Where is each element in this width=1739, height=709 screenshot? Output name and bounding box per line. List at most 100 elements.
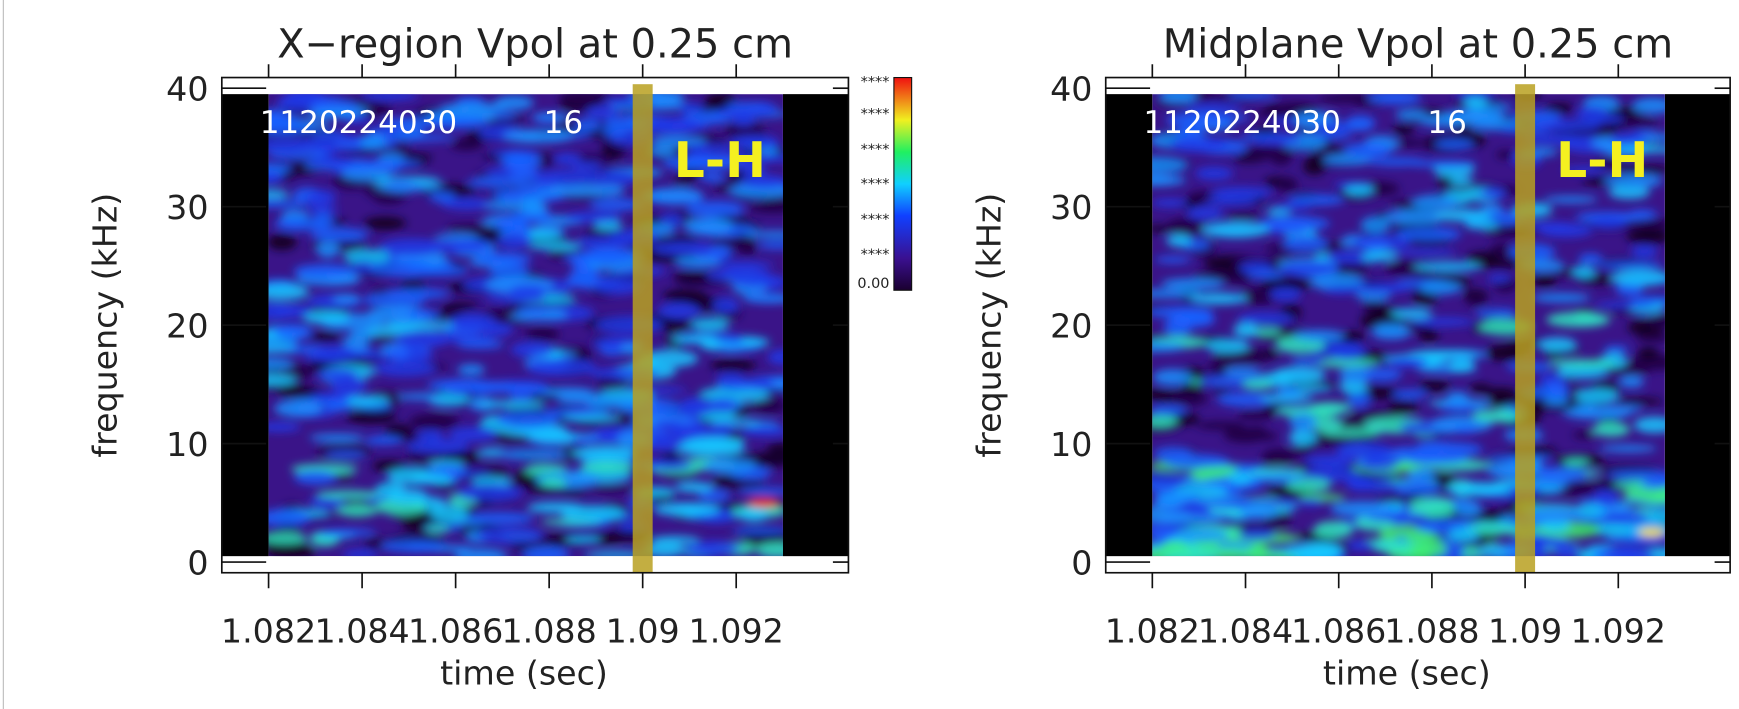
power-blob: [1163, 454, 1230, 470]
power-blob: [412, 472, 453, 485]
x-tick-label: 1.086: [408, 612, 503, 651]
power-blob: [1185, 113, 1250, 122]
power-blob: [1408, 467, 1435, 484]
power-blob: [360, 133, 386, 150]
power-blob: [1546, 312, 1611, 328]
power-blob: [595, 316, 664, 334]
power-blob: [644, 187, 704, 204]
power-blob: [1617, 145, 1665, 154]
dark-spot: [1637, 347, 1659, 360]
power-blob: [1289, 413, 1318, 431]
power-blob: [1391, 248, 1457, 256]
dark-spot: [1487, 394, 1518, 408]
shot-number: 1120224030: [1143, 105, 1340, 141]
dark-spot: [1391, 125, 1415, 135]
dark-spot: [1626, 228, 1665, 245]
power-blob: [465, 512, 535, 525]
power-blob: [528, 241, 582, 251]
power-blob: [1223, 367, 1260, 377]
power-blob: [380, 539, 446, 553]
power-blob: [323, 398, 351, 413]
power-blob: [474, 252, 532, 266]
power-blob: [690, 317, 730, 332]
power-blob: [303, 310, 350, 325]
dark-spot: [1338, 331, 1366, 343]
power-blob: [317, 368, 358, 382]
power-blob: [360, 94, 419, 101]
power-blob: [1409, 541, 1448, 557]
dark-spot: [525, 327, 560, 342]
power-blob: [375, 183, 443, 192]
dark-spot: [1532, 273, 1557, 287]
power-blob: [503, 384, 549, 395]
dark-spot: [1251, 431, 1278, 441]
y-tick-label: 10: [1050, 425, 1092, 464]
chart-title: X−region Vpol at 0.25 cm: [277, 22, 793, 68]
dark-spot: [1261, 448, 1296, 465]
power-blob: [268, 283, 309, 301]
power-blob: [1155, 256, 1192, 264]
power-blob: [440, 102, 511, 113]
power-blob: [601, 124, 628, 138]
power-blob: [757, 146, 780, 156]
power-blob: [1628, 209, 1658, 219]
power-blob: [1448, 528, 1478, 540]
power-blob: [571, 445, 638, 461]
power-blob: [657, 302, 701, 319]
power-blob: [268, 509, 311, 527]
power-blob: [1610, 133, 1647, 145]
power-blob: [312, 345, 358, 363]
power-blob: [1205, 196, 1258, 206]
power-blob: [589, 198, 645, 211]
power-blob: [341, 168, 391, 181]
dark-spot: [1271, 153, 1291, 166]
power-blob: [1595, 405, 1643, 414]
power-blob: [1479, 188, 1508, 199]
power-blob: [1157, 492, 1191, 505]
power-blob: [1434, 138, 1475, 150]
power-blob: [1287, 194, 1344, 206]
dark-spot: [1495, 150, 1517, 159]
power-blob: [639, 349, 699, 368]
power-blob: [1537, 337, 1577, 352]
power-blob: [1367, 94, 1422, 105]
power-blob: [366, 305, 432, 324]
colorbar-label: ****: [861, 212, 890, 228]
power-blob: [1599, 444, 1657, 453]
x-tick-label: 1.092: [689, 612, 784, 651]
power-blob: [1186, 206, 1224, 220]
power-blob: [1312, 358, 1380, 368]
power-blob: [683, 436, 746, 452]
power-blob: [1633, 416, 1665, 434]
power-blob: [1403, 534, 1441, 544]
power-blob: [1290, 357, 1325, 365]
dark-spot: [1318, 95, 1363, 103]
colorbar-label: ****: [861, 142, 890, 158]
power-blob: [1351, 282, 1411, 294]
power-blob: [456, 339, 505, 349]
power-blob: [497, 410, 559, 428]
dark-spot: [1240, 287, 1279, 306]
y-tick-label: 0: [187, 543, 208, 582]
power-blob: [454, 548, 508, 557]
x-tick-label: 1.086: [1291, 612, 1386, 651]
power-blob: [1408, 160, 1478, 168]
power-blob: [1322, 428, 1383, 437]
power-blob: [1175, 528, 1229, 542]
dark-spot: [1481, 387, 1517, 395]
power-blob: [1152, 156, 1188, 174]
dark-spot: [409, 413, 460, 430]
power-blob: [307, 109, 361, 119]
power-blob: [477, 400, 546, 409]
power-blob: [1480, 204, 1504, 214]
power-blob: [675, 481, 714, 493]
power-blob: [584, 397, 645, 410]
power-blob: [1279, 260, 1340, 277]
power-blob: [1448, 176, 1473, 185]
power-blob: [1441, 111, 1502, 122]
power-blob: [564, 211, 622, 223]
power-blob: [423, 115, 488, 129]
dark-spot: [1585, 129, 1617, 138]
power-blob: [388, 134, 455, 142]
